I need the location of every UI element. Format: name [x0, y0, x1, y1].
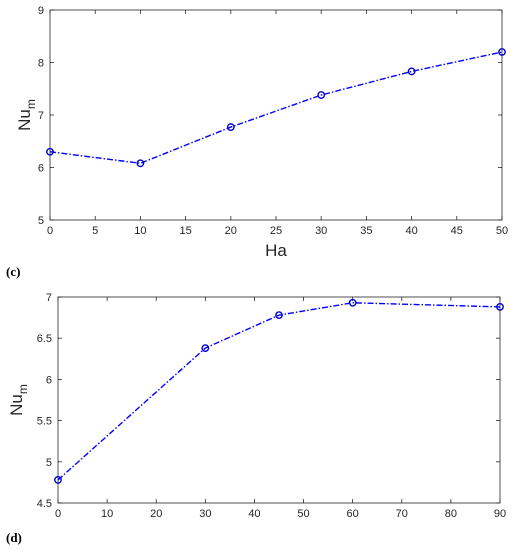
- data-point-marker: [498, 48, 506, 56]
- x-tick-label: 40: [405, 225, 417, 237]
- data-point-marker: [136, 159, 145, 168]
- x-tick-label: 10: [134, 225, 146, 237]
- x-axis-title: Ha: [265, 241, 287, 260]
- y-axis-title-sub: m: [24, 99, 38, 109]
- x-tick-label: 60: [347, 508, 359, 520]
- x-tick-label: 0: [55, 508, 61, 520]
- x-tick-label: 40: [248, 508, 260, 520]
- x-tick-label: 50: [297, 508, 309, 520]
- y-axis-title-main: Nu: [7, 394, 26, 416]
- y-tick-label: 7: [38, 110, 44, 122]
- data-point-marker: [275, 311, 283, 320]
- x-tick-label: 20: [150, 508, 162, 520]
- y-ticks: 4.5 5 5.5 6 6.5 7: [37, 292, 500, 510]
- x-tick-label: 30: [315, 225, 327, 237]
- series-group: [46, 48, 506, 168]
- y-tick-label: 4.5: [37, 498, 52, 510]
- y-axis-title-main: Nu: [15, 109, 34, 131]
- x-tick-label: 20: [225, 225, 237, 237]
- x-tick-label: 90: [494, 508, 506, 520]
- x-tick-label: 5: [92, 225, 98, 237]
- y-tick-label: 5: [46, 457, 52, 469]
- plot-frame: [49, 9, 503, 221]
- data-point-marker: [496, 302, 504, 311]
- x-tick-label: 30: [199, 508, 211, 520]
- x-tick-label: 15: [179, 225, 191, 237]
- plot-frame: [57, 296, 501, 504]
- y-tick-label: 6: [46, 374, 52, 386]
- y-tick-label: 8: [38, 58, 44, 70]
- series-group: [54, 298, 504, 484]
- y-tick-label: 7: [46, 292, 52, 304]
- y-ticks: 5 6 7 8 9: [38, 5, 502, 227]
- x-tick-label: 25: [270, 225, 282, 237]
- x-ticks: 0 10 20 30 40 50 60 70 80 90: [55, 297, 506, 520]
- y-axis-title: Num: [15, 99, 38, 131]
- y-tick-label: 5: [38, 215, 44, 227]
- data-point-marker: [317, 91, 326, 99]
- data-point-marker: [407, 67, 416, 76]
- data-point-marker: [348, 298, 357, 307]
- panel-label: (d): [6, 530, 22, 545]
- x-tick-label: 70: [396, 508, 408, 520]
- data-point-marker: [54, 476, 62, 484]
- data-point-marker: [226, 123, 235, 131]
- y-tick-label: 5.5: [37, 416, 52, 428]
- data-point-marker: [46, 147, 54, 156]
- series-line: [57, 302, 501, 481]
- series-line: [49, 51, 503, 165]
- data-point-marker: [201, 344, 210, 352]
- x-tick-label: 80: [445, 508, 457, 520]
- x-tick-label: 10: [101, 508, 113, 520]
- x-ticks: 0 5 10 15 20 25 30 35 40 45 50: [47, 10, 508, 237]
- panel-label: (c): [6, 264, 20, 279]
- y-tick-label: 9: [38, 5, 44, 17]
- chart-panel-d: 0 10 20 30 40 50 60 70 80 90 4.5 5 5.5 6 6.5 7 Num (d): [6, 292, 506, 545]
- x-tick-label: 45: [451, 225, 463, 237]
- y-tick-label: 6: [38, 163, 44, 175]
- x-tick-label: 0: [47, 225, 53, 237]
- x-tick-label: 35: [360, 225, 372, 237]
- y-tick-label: 6.5: [37, 333, 52, 345]
- x-tick-label: 50: [496, 225, 508, 237]
- y-axis-title-sub: m: [16, 384, 30, 394]
- y-axis-title: Num: [7, 384, 30, 416]
